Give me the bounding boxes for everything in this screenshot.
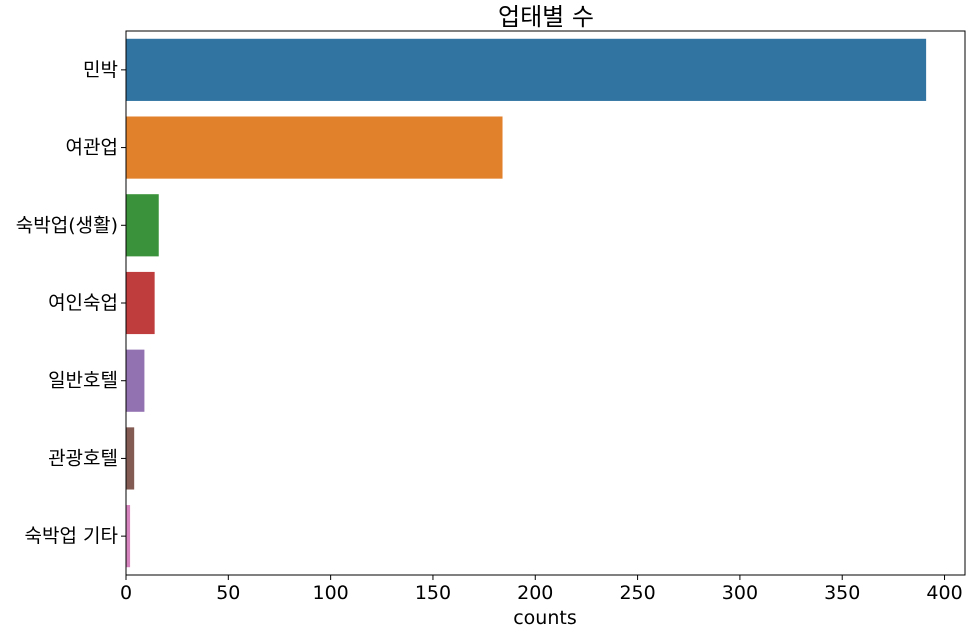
bar-5 bbox=[126, 427, 135, 490]
bar-0 bbox=[126, 38, 927, 101]
y-tick-label: 일반호텔 bbox=[48, 370, 118, 392]
bar-2 bbox=[126, 194, 159, 257]
x-tick-label: 50 bbox=[216, 582, 240, 604]
x-tick-label: 400 bbox=[926, 582, 962, 604]
y-tick-label: 민박 bbox=[83, 59, 118, 81]
x-tick-label: 350 bbox=[824, 582, 860, 604]
x-tick-label: 150 bbox=[415, 582, 451, 604]
y-tick-label: 숙박업(생활) bbox=[16, 214, 118, 236]
x-tick-label: 200 bbox=[517, 582, 553, 604]
x-axis: 0 50 100 150 200 250 300 350 400 bbox=[120, 575, 963, 604]
bar-1 bbox=[126, 116, 503, 179]
x-tick-label: 100 bbox=[313, 582, 349, 604]
y-tick-label: 여관업 bbox=[66, 137, 118, 159]
bar-3 bbox=[126, 271, 155, 335]
y-tick-label: 숙박업 기타 bbox=[25, 525, 118, 547]
plot-frame bbox=[125, 30, 966, 576]
bar-4 bbox=[126, 349, 145, 412]
y-tick-label: 여인숙업 bbox=[48, 292, 118, 314]
x-tick-label: 250 bbox=[619, 582, 655, 604]
x-axis-label: counts bbox=[513, 607, 577, 629]
x-tick-label: 300 bbox=[722, 582, 758, 604]
bar-6 bbox=[126, 505, 131, 568]
x-tick-label: 0 bbox=[120, 582, 132, 604]
chart-title: 업태별 수 bbox=[498, 3, 594, 31]
y-tick-label: 관광호텔 bbox=[48, 447, 118, 469]
bars-group bbox=[126, 38, 927, 568]
